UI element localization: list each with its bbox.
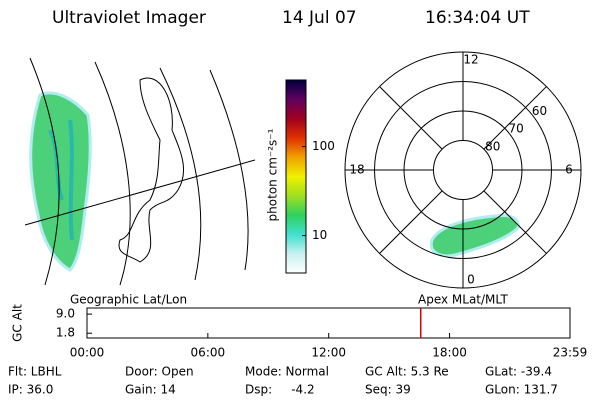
r-tick-label: 60 [532,104,547,118]
x-tick-label: 23:59 [553,346,588,360]
time: 16:34:04 UT [425,8,530,28]
spoke [483,190,547,254]
label: Apex MLat/MLT [418,293,508,307]
info-text: GLat: -39.4 [485,365,552,379]
date: 14 Jul 07 [282,8,357,28]
info-text: Mode: Normal [245,365,329,379]
x-tick-label: 12:00 [311,346,346,360]
theta-tick-label: 12 [463,53,478,67]
axis-label: photon cm⁻²s⁻¹ [266,128,280,221]
info-text: Dsp: -4.2 [245,383,315,397]
y-tick-label: 1.8 [56,326,75,340]
y-tick-label: 10 [312,228,327,242]
info-text: GC Alt: 5.3 Re [365,365,449,379]
label: Geographic Lat/Lon [70,293,187,307]
r-tick-label: 70 [509,122,524,136]
theta-tick-label: 18 [349,163,364,177]
x-tick-label: 18:00 [432,346,467,360]
y-tick-label: 100 [312,139,335,153]
theta-tick-label: 0 [467,273,475,287]
image-blob [429,214,520,258]
title: Ultraviolet Imager [52,8,206,28]
info-text: Seq: 39 [365,383,411,397]
spoke [483,86,547,150]
y-tick-label: 9.0 [56,307,75,321]
colorbar [285,79,307,274]
info-text: IP: 36.0 [8,383,53,397]
spoke [379,86,443,150]
x-tick-label: 00:00 [70,346,105,360]
meridian [29,57,249,286]
info-text: Door: Open [125,365,194,379]
axis-label: GC Alt [11,304,25,342]
grid-circle [433,140,493,200]
map [24,57,256,286]
info-text: GLon: 131.7 [485,383,558,397]
coastline [118,77,185,263]
info-text: Gain: 14 [125,383,176,397]
x-tick-label: 06:00 [191,346,226,360]
theta-tick-label: 6 [565,163,573,177]
r-tick-label: 80 [485,140,500,154]
spoke [379,190,443,254]
parallel [24,159,256,226]
image-blob [48,119,74,241]
info-text: Flt: LBHL [8,365,62,379]
